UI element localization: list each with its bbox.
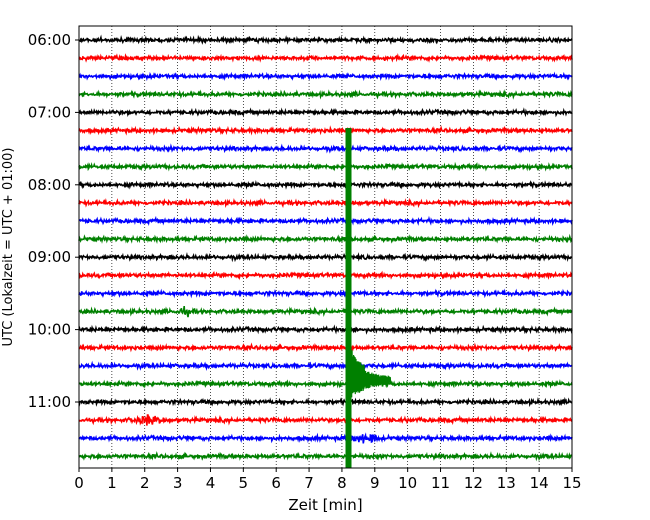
y-axis-label: UTC (Lokalzeit = UTC + 01:00) — [1, 148, 16, 347]
y-tick-label: 07:00 — [28, 103, 71, 121]
seismogram-trace — [78, 305, 573, 318]
seismogram-trace — [78, 252, 573, 263]
seismogram-trace — [78, 233, 573, 245]
x-tick-label: 10 — [398, 474, 417, 492]
y-tick-label: 11:00 — [28, 393, 71, 411]
x-tick-label: 1 — [107, 474, 117, 492]
x-tick-label: 15 — [562, 474, 581, 492]
seismogram-trace — [78, 432, 573, 444]
seismogram-trace — [78, 288, 573, 299]
y-axis: 06:00 07:00 08:00 09:00 10:00 11:00 — [28, 31, 79, 411]
seismogram-trace — [78, 71, 573, 82]
seismogram-trace — [78, 89, 573, 100]
y-tick-label: 09:00 — [28, 248, 71, 266]
seismogram-trace — [78, 396, 573, 408]
seismogram-trace — [78, 379, 573, 389]
seismogram-trace — [78, 107, 573, 118]
x-tick-label: 9 — [370, 474, 380, 492]
seismogram-trace — [78, 161, 573, 172]
x-axis: 0 1 2 3 4 5 6 7 8 9 10 11 12 13 14 15 — [74, 468, 582, 492]
x-tick-label: 2 — [140, 474, 150, 492]
event-group — [345, 128, 392, 468]
x-tick-label: 5 — [239, 474, 249, 492]
x-tick-label: 8 — [337, 474, 347, 492]
x-tick-label: 14 — [530, 474, 549, 492]
seismogram-trace — [78, 270, 573, 281]
x-tick-label: 13 — [497, 474, 516, 492]
x-tick-label: 12 — [464, 474, 483, 492]
y-tick-label: 08:00 — [28, 176, 71, 194]
y-tick-label: 10:00 — [28, 321, 71, 339]
x-tick-label: 7 — [304, 474, 314, 492]
seismogram-trace — [78, 125, 573, 136]
event-spike — [345, 128, 352, 468]
seismogram-trace — [78, 143, 573, 154]
seismogram-trace — [78, 450, 572, 462]
x-tick-label: 4 — [206, 474, 216, 492]
y-tick-label: 06:00 — [28, 31, 71, 49]
seismogram-trace — [78, 414, 573, 426]
plot-frame — [78, 25, 573, 469]
event-coda — [347, 343, 365, 398]
trace-group — [78, 34, 573, 462]
seismogram-trace — [78, 342, 573, 353]
seismogram-trace — [78, 215, 573, 227]
x-tick-label: 6 — [271, 474, 281, 492]
x-tick-label: 11 — [431, 474, 450, 492]
x-tick-label: 3 — [173, 474, 183, 492]
seismogram-trace — [78, 324, 573, 335]
seismogram-trace — [78, 179, 573, 190]
x-tick-label: 0 — [74, 474, 84, 492]
seismogram-trace — [78, 53, 573, 63]
seismogram-trace — [78, 34, 573, 45]
x-axis-label: Zeit [min] — [288, 496, 362, 514]
seismogram-trace — [78, 360, 573, 371]
seismogram-trace — [78, 197, 573, 209]
